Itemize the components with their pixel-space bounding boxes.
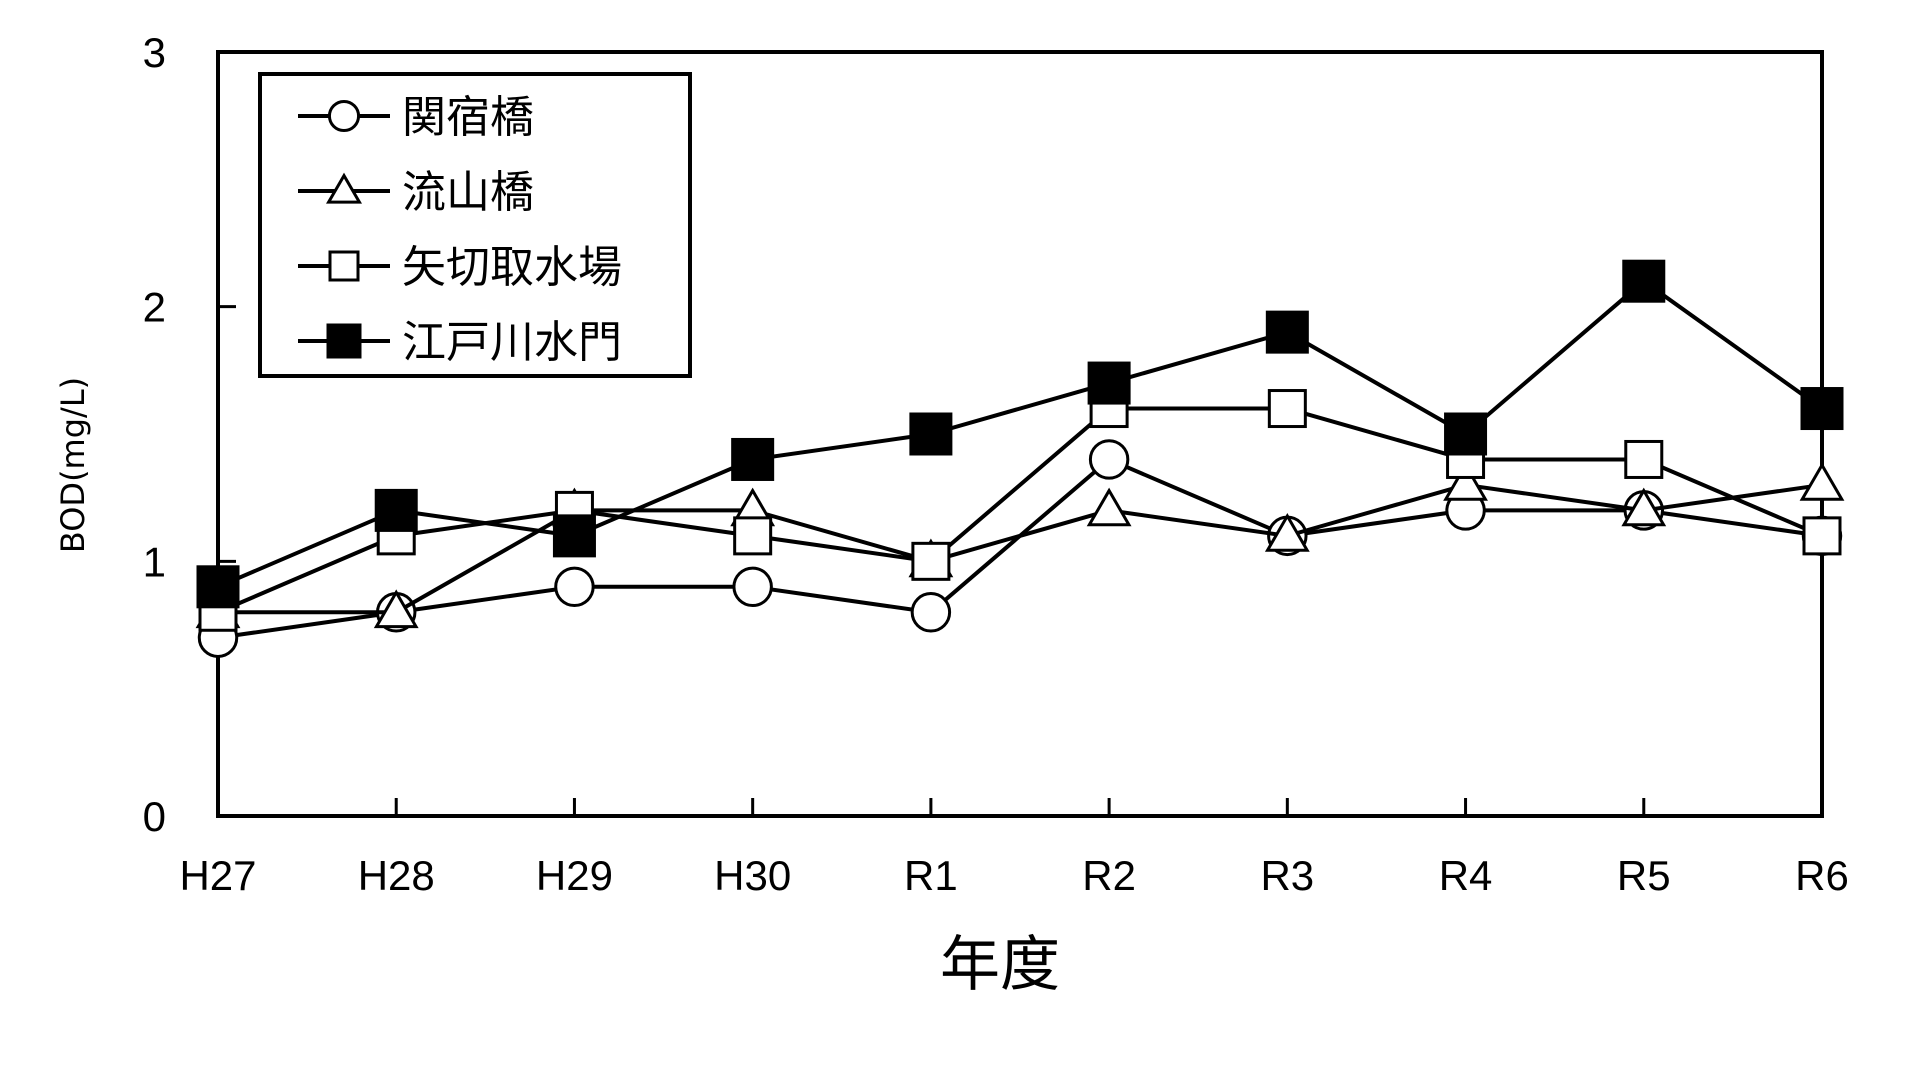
data-point [910,592,952,633]
series-line [218,482,1823,615]
legend-label: 矢切取水場 [402,242,622,293]
y-tick-label: 0 [143,793,166,840]
legend-item: 関宿橋 [298,92,534,143]
x-tick-label: H27 [179,852,256,899]
data-point [1622,259,1666,303]
legend-marker [326,323,362,359]
data-point [373,589,419,629]
data-point [1621,487,1667,527]
data-point [1267,389,1307,429]
legend-label: 流山橋 [402,167,534,218]
x-tick-label: R4 [1439,852,1493,899]
data-point [911,541,951,581]
y-axis-title: BOD(mg/L) [54,377,92,553]
data-point [1086,487,1132,527]
data-point [1800,387,1844,431]
data-point [1443,462,1488,501]
data-point [552,514,596,558]
series-line [217,279,1824,589]
data-point [732,566,773,608]
x-tick-label: R1 [904,852,958,899]
data-point [374,488,418,532]
data-point [1799,462,1845,501]
data-point [1444,412,1488,456]
x-tick-label: H29 [536,852,613,899]
legend-label: 関宿橋 [402,92,534,143]
series-1 [197,439,1843,658]
legend-item: 江戸川水門 [298,317,622,368]
data-point [554,566,595,608]
legend-marker [325,172,363,204]
legend-item: 矢切取水場 [298,242,622,293]
legend-marker [328,250,360,282]
x-tick-label: R3 [1260,852,1314,899]
y-tick-label: 3 [143,29,166,76]
data-point [1264,513,1310,552]
data-point [1802,516,1842,556]
x-tick-label: R5 [1617,852,1671,899]
series-4 [196,259,1844,609]
x-axis-title: 年度 [940,930,1060,1000]
x-tick-label: H30 [714,852,791,899]
x-tick-label: H28 [358,852,435,899]
y-tick-label: 2 [143,284,166,331]
x-tick-label: R6 [1795,852,1849,899]
data-point [1088,439,1130,480]
data-point [196,565,240,609]
series-2 [195,462,1845,629]
data-point [1624,439,1664,479]
data-point [733,516,773,556]
legend-marker [327,99,361,133]
data-point [1087,361,1131,405]
plot-area-frame [216,50,1824,818]
legend-item: 流山橋 [298,167,534,218]
legend-label: 江戸川水門 [402,317,622,368]
x-tick-label: R2 [1082,852,1136,899]
y-tick-label: 1 [143,538,166,585]
data-point [1265,310,1309,354]
data-point [909,412,953,456]
data-point [731,437,775,481]
